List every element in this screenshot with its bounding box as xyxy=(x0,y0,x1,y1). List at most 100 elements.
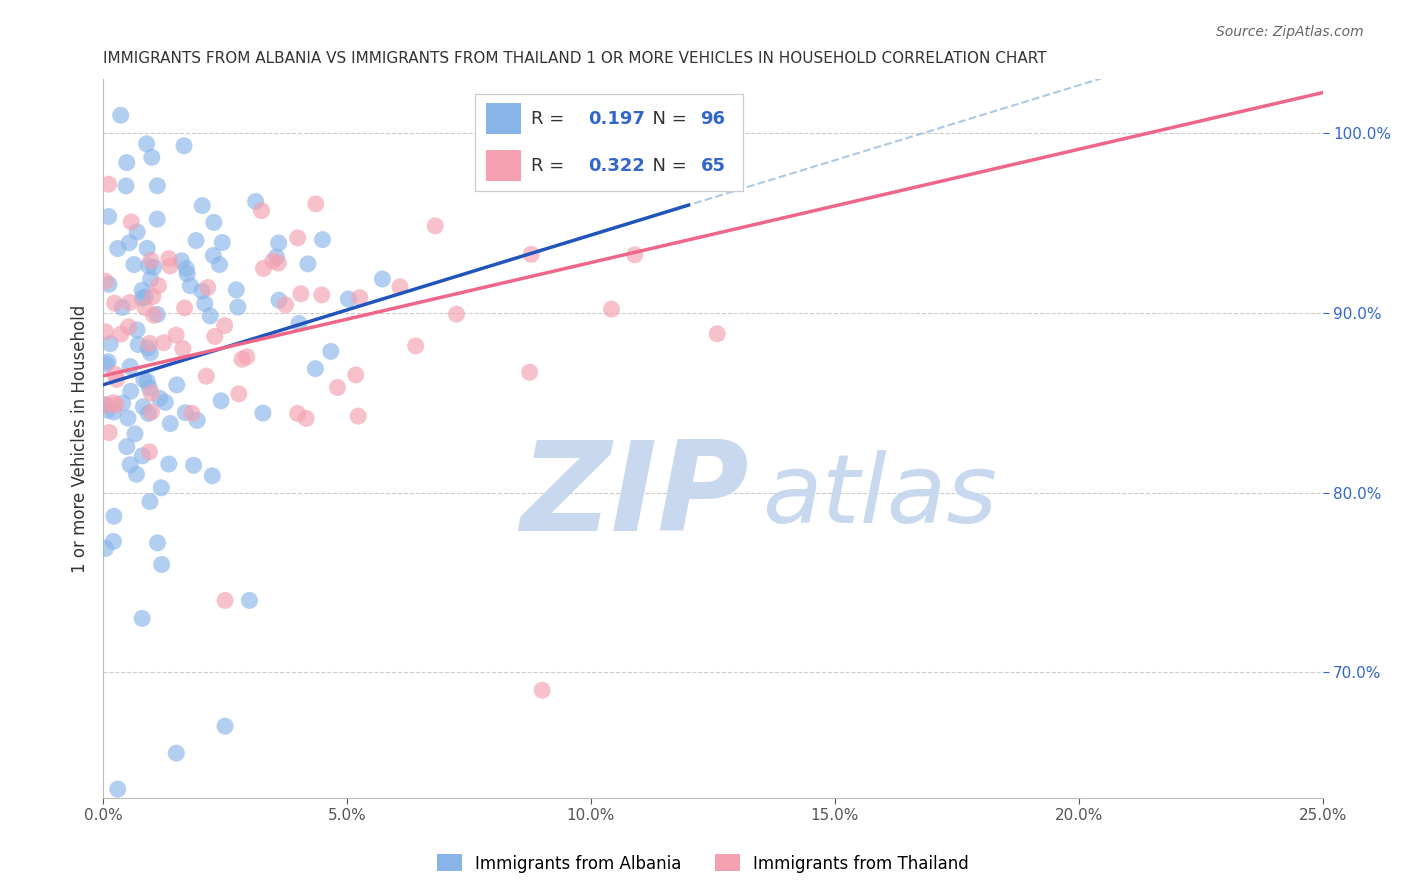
Point xyxy=(138,336,160,351)
Point xyxy=(214,719,236,733)
Point xyxy=(202,215,225,229)
Point xyxy=(110,327,132,342)
Point xyxy=(120,359,142,374)
Point xyxy=(519,365,541,379)
Point xyxy=(208,258,231,272)
Point xyxy=(155,395,177,409)
Point xyxy=(425,219,447,233)
Point xyxy=(226,300,249,314)
Point xyxy=(183,458,205,473)
Point xyxy=(180,406,202,420)
Point xyxy=(311,233,333,247)
Point xyxy=(117,319,139,334)
Point xyxy=(297,257,319,271)
Point xyxy=(150,481,173,495)
Text: ZIP: ZIP xyxy=(520,435,749,557)
Point xyxy=(231,352,253,367)
Point xyxy=(104,296,127,310)
Point xyxy=(146,308,169,322)
Point xyxy=(118,295,141,310)
Point xyxy=(304,361,326,376)
Point xyxy=(107,242,129,256)
Point xyxy=(267,256,290,270)
Point xyxy=(127,225,149,239)
Point xyxy=(97,210,120,224)
Point xyxy=(142,289,165,303)
Point xyxy=(238,593,260,607)
Point xyxy=(146,178,169,193)
Point xyxy=(311,288,333,302)
Point xyxy=(267,293,290,308)
Point xyxy=(97,277,120,292)
Point xyxy=(105,398,128,412)
Point xyxy=(166,378,188,392)
Point xyxy=(138,381,160,395)
Point xyxy=(214,593,236,607)
Point xyxy=(146,536,169,550)
Point xyxy=(191,198,214,212)
Point xyxy=(290,286,312,301)
Point xyxy=(201,468,224,483)
Point xyxy=(139,272,162,286)
Point xyxy=(172,342,194,356)
Point xyxy=(98,425,121,440)
Point xyxy=(288,317,311,331)
Point xyxy=(266,250,288,264)
Point xyxy=(388,280,411,294)
Point xyxy=(96,403,118,417)
Point xyxy=(120,458,142,472)
Point xyxy=(97,355,120,369)
Point xyxy=(262,254,284,268)
Point xyxy=(157,457,180,471)
Point xyxy=(141,150,163,164)
Point xyxy=(200,309,222,323)
Point xyxy=(202,248,225,262)
Point xyxy=(138,445,160,459)
Point xyxy=(194,296,217,310)
Point xyxy=(531,683,554,698)
Point xyxy=(148,278,170,293)
Point xyxy=(136,375,159,389)
Point xyxy=(136,341,159,355)
Point xyxy=(267,235,290,250)
Point xyxy=(115,440,138,454)
Point xyxy=(371,272,394,286)
Point xyxy=(668,136,690,150)
Point xyxy=(103,395,125,409)
Point xyxy=(94,398,117,412)
Point xyxy=(136,241,159,255)
Point xyxy=(152,335,174,350)
Point xyxy=(111,301,134,315)
Point xyxy=(132,373,155,387)
Point xyxy=(157,252,180,266)
Point xyxy=(236,350,259,364)
Point xyxy=(131,283,153,297)
Point xyxy=(225,283,247,297)
Point xyxy=(122,258,145,272)
Point xyxy=(173,301,195,315)
Point xyxy=(150,558,173,572)
Point xyxy=(118,235,141,250)
Point xyxy=(141,405,163,419)
Point xyxy=(347,409,370,424)
Point xyxy=(94,325,117,339)
Point xyxy=(127,337,149,351)
Point xyxy=(204,329,226,343)
Point xyxy=(159,259,181,273)
Point xyxy=(165,746,187,760)
Point xyxy=(536,128,558,143)
Point xyxy=(138,259,160,273)
Y-axis label: 1 or more Vehicles in Household: 1 or more Vehicles in Household xyxy=(72,304,89,573)
Point xyxy=(94,398,117,412)
Point xyxy=(252,406,274,420)
Point xyxy=(96,357,118,371)
Point xyxy=(104,368,127,382)
Point xyxy=(139,494,162,508)
Point xyxy=(103,405,125,419)
Point xyxy=(165,328,187,343)
Point xyxy=(117,411,139,425)
Point xyxy=(319,344,342,359)
Point xyxy=(110,108,132,122)
Point xyxy=(179,278,201,293)
Point xyxy=(115,178,138,193)
